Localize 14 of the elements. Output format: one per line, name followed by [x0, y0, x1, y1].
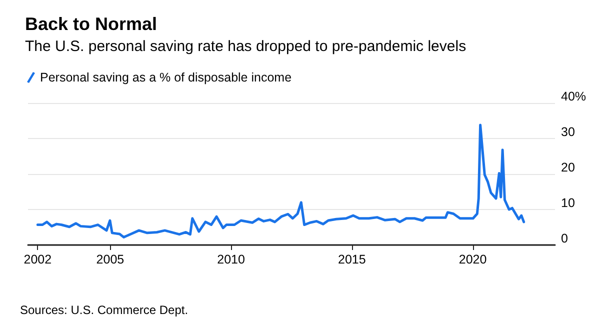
x-tick-label: 2020 [458, 252, 487, 266]
chart-subtitle: The U.S. personal saving rate has dropped to pre-pandemic levels [25, 38, 466, 55]
y-tick-label: 0 [561, 232, 568, 246]
chart-title: Back to Normal [25, 14, 158, 34]
y-tick-label: 20 [561, 160, 575, 174]
x-tick-label: 2005 [96, 252, 124, 266]
y-tick-label: 30 [561, 125, 575, 139]
legend-label: Personal saving as a % of disposable income [40, 70, 292, 84]
x-tick-label: 2010 [217, 252, 246, 266]
x-tick-label: 2015 [338, 252, 366, 266]
y-tick-label: 10 [561, 196, 575, 210]
y-tick-label: 40% [561, 90, 586, 104]
source-note: Sources: U.S. Commerce Dept. [20, 303, 188, 317]
x-tick-label: 2002 [24, 252, 52, 266]
